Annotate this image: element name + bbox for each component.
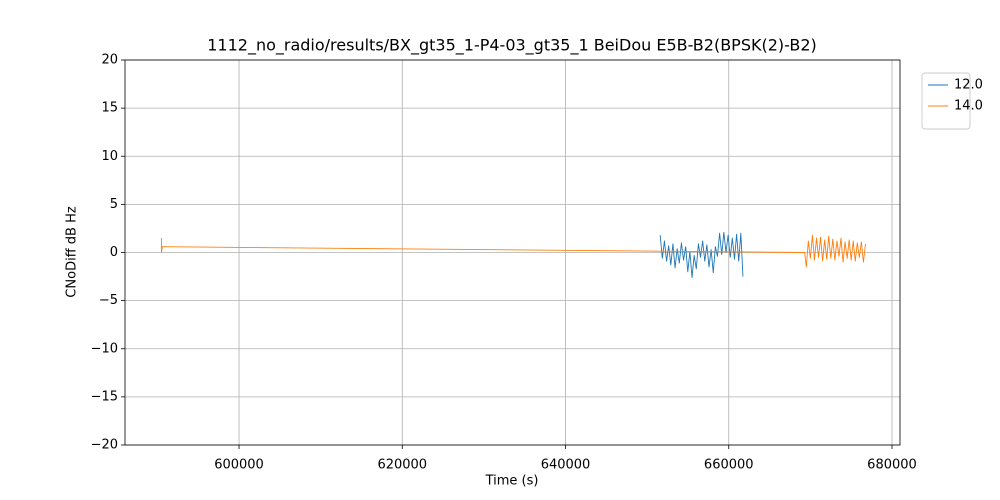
y-tick-label: −5 xyxy=(99,293,118,308)
x-tick-label: 680000 xyxy=(867,458,917,473)
y-axis-label: CNoDiff dB Hz xyxy=(65,206,80,298)
series-line xyxy=(161,234,866,268)
x-axis-label: Time (s) xyxy=(485,474,539,489)
x-tick-label: 600000 xyxy=(214,458,264,473)
chart-title: 1112_no_radio/results/BX_gt35_1-P4-03_gt… xyxy=(207,36,817,56)
legend-label: 14.0 xyxy=(954,99,983,114)
series-line xyxy=(659,231,744,278)
y-tick-label: 15 xyxy=(101,101,118,116)
y-tick-label: −10 xyxy=(91,341,118,356)
y-tick-label: 10 xyxy=(101,149,118,164)
y-tick-label: 5 xyxy=(110,197,118,212)
x-tick-label: 660000 xyxy=(704,458,754,473)
legend-box xyxy=(921,72,971,130)
legend-label: 12.0 xyxy=(954,78,983,93)
y-tick-label: 0 xyxy=(110,245,118,260)
y-tick-label: −15 xyxy=(91,389,118,404)
y-tick-label: 20 xyxy=(101,53,118,68)
x-tick-label: 640000 xyxy=(541,458,591,473)
x-tick-label: 620000 xyxy=(377,458,427,473)
y-tick-label: −20 xyxy=(91,438,118,453)
axes-frame xyxy=(124,59,901,446)
